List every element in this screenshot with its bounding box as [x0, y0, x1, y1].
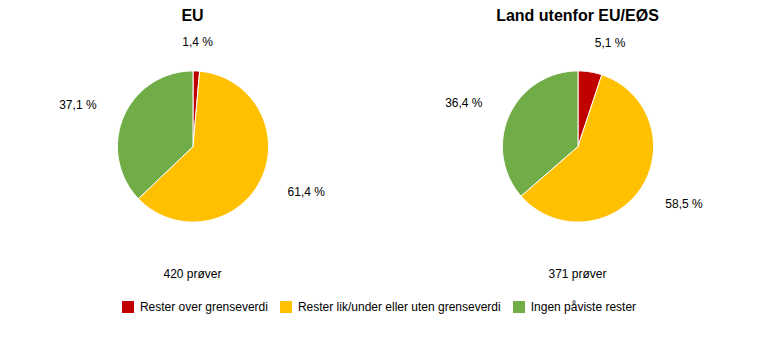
svg-text:5,1 %: 5,1 %	[595, 36, 626, 50]
html-text:Ingen påviste rester: Ingen påviste rester	[530, 299, 637, 314]
html-text:Rester over grenseverdi: Rester over grenseverdi	[139, 299, 268, 314]
svg-text:36,4 %: 36,4 %	[445, 96, 483, 110]
html-text:Land utenfor EU/EØS: Land utenfor EU/EØS	[496, 7, 659, 24]
svg-text:58,5 %: 58,5 %	[665, 197, 703, 211]
html-text:371 prøver: 371 prøver	[548, 267, 607, 281]
html-text:420 prøver: 420 prøver	[163, 267, 222, 281]
svg-text:1,4 %: 1,4 %	[182, 35, 213, 49]
svg-text:37,1 %: 37,1 %	[59, 98, 97, 112]
html-text:Rester lik/under eller uten gr: Rester lik/under eller uten grenseverdi	[297, 299, 501, 314]
html-text:EU: EU	[181, 7, 204, 24]
svg-text:61,4 %: 61,4 %	[288, 185, 326, 199]
